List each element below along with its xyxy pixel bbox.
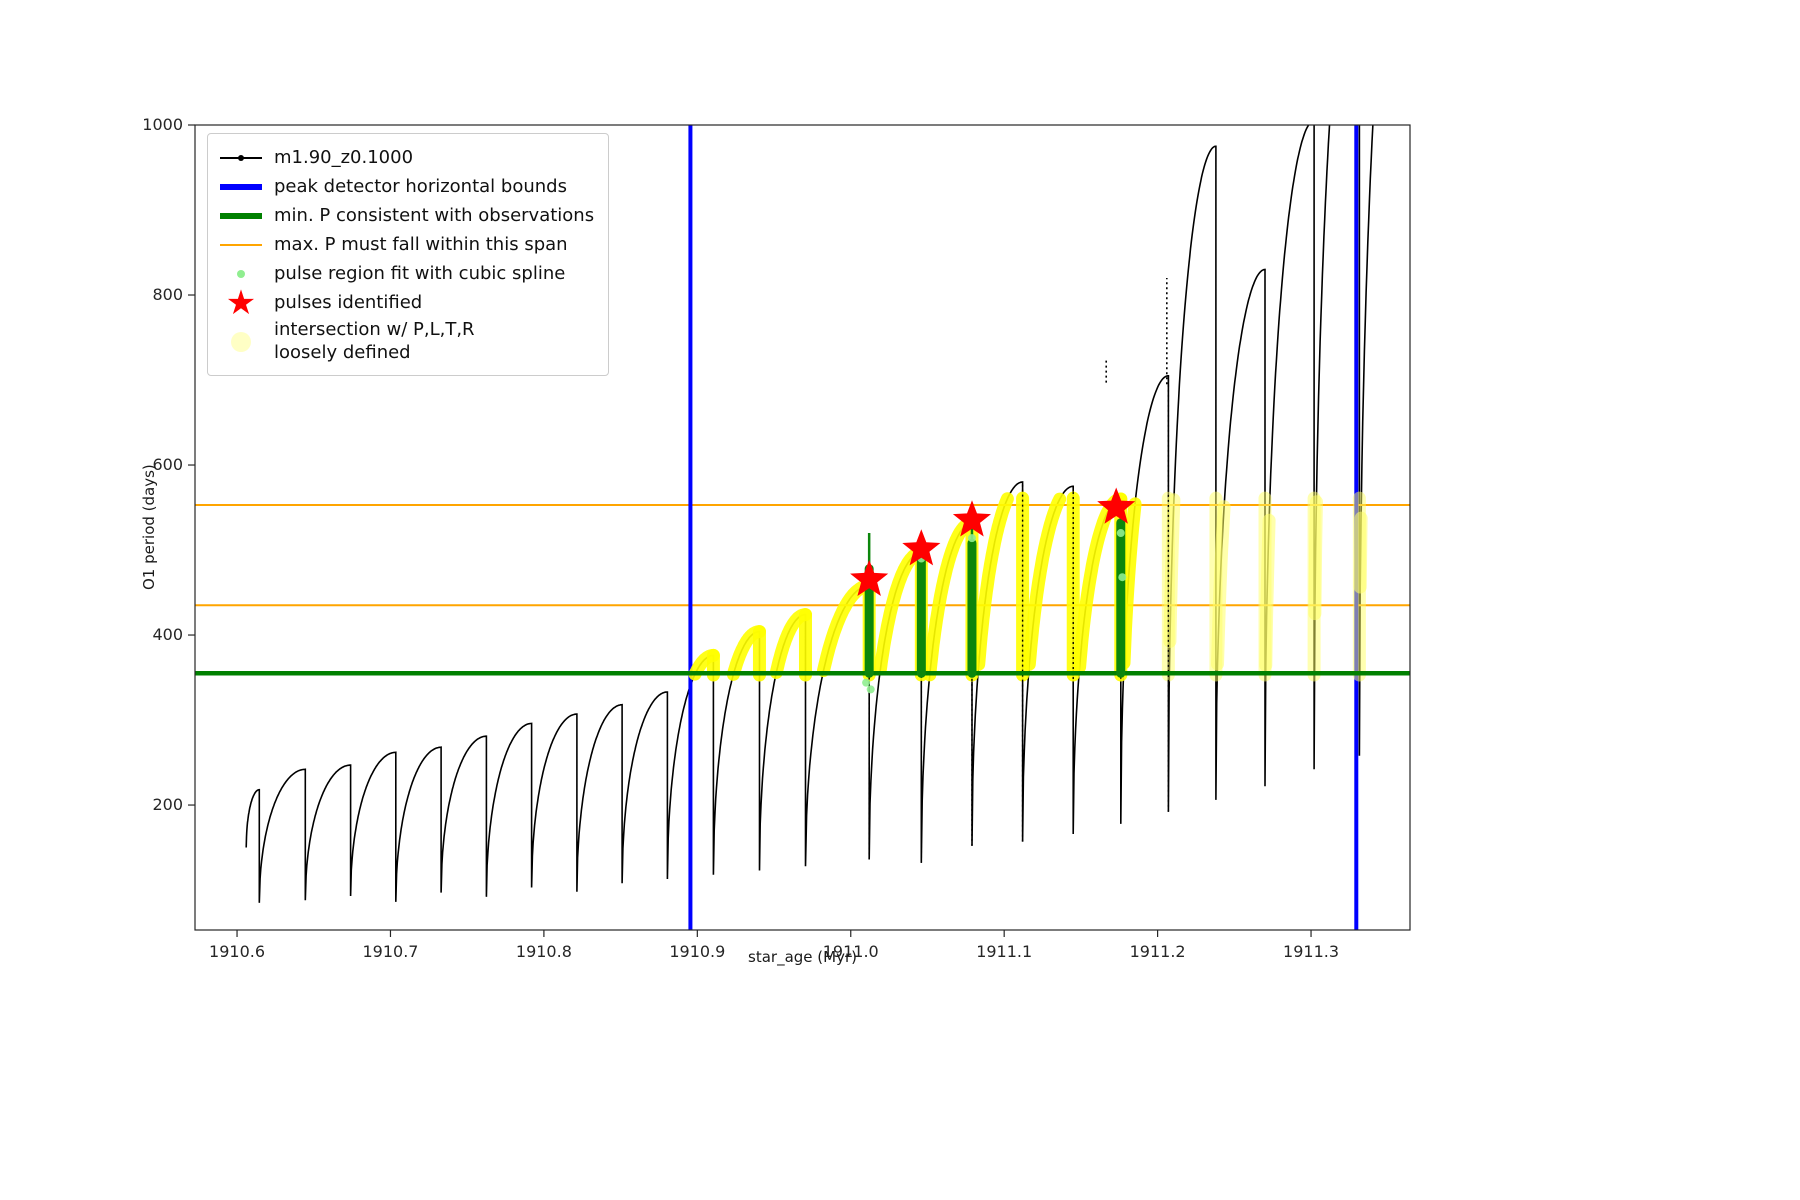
legend-thick-line-icon	[218, 184, 264, 190]
x-tick-label: 1911.3	[1283, 942, 1339, 961]
intersection-band	[1163, 493, 1181, 648]
legend-entry: min. P consistent with observations	[218, 203, 594, 229]
x-tick-label: 1910.6	[209, 942, 265, 961]
x-tick-label: 1911.0	[823, 942, 879, 961]
legend-entry: ★ pulses identified	[218, 283, 594, 323]
legend-big-dot-icon	[218, 331, 264, 352]
legend-label: intersection w/ P,L,T,R loosely defined	[274, 319, 475, 363]
legend-small-dot-icon	[218, 270, 264, 278]
intersection-band	[1022, 492, 1067, 671]
legend-entry: intersection w/ P,L,T,R loosely defined	[218, 319, 594, 364]
x-tick-label: 1911.2	[1130, 942, 1186, 961]
spline-point	[1118, 573, 1127, 582]
legend-entry: m1.90_z0.1000	[218, 145, 594, 171]
intersection-band	[817, 579, 876, 678]
pulse-star	[952, 500, 991, 537]
intersection-band	[1308, 495, 1323, 621]
legend-label: min. P consistent with observations	[274, 204, 595, 226]
legend-entry: pulse region fit with cubic spline	[218, 261, 594, 287]
legend-line-dot-icon	[218, 155, 264, 161]
y-tick-label: 400	[152, 625, 183, 644]
intersection-band	[972, 492, 1014, 671]
x-tick-label: 1910.9	[669, 942, 725, 961]
intersection-band	[1259, 513, 1276, 672]
legend-entry: peak detector horizontal bounds	[218, 174, 594, 200]
legend-label: pulse region fit with cubic spline	[274, 262, 566, 284]
legend-thick-line-icon	[218, 213, 264, 219]
legend-label: peak detector horizontal bounds	[274, 175, 567, 197]
y-tick-label: 600	[152, 455, 183, 474]
axes-frame	[194, 124, 1411, 931]
spline-point	[967, 534, 976, 543]
legend-thin-line-icon	[218, 244, 264, 246]
pulse-star	[1097, 487, 1136, 524]
pulse-star	[850, 559, 889, 596]
legend-star-icon: ★	[225, 283, 257, 323]
y-tick-label: 1000	[142, 115, 183, 134]
spline-point	[1116, 529, 1125, 538]
legend-label: pulses identified	[274, 291, 423, 313]
x-axis-label: star_age (Myr)	[748, 948, 857, 966]
legend-entry: max. P must fall within this span	[218, 232, 594, 258]
intersection-band	[1353, 511, 1368, 594]
plot-layers	[195, 125, 1410, 930]
legend-label: m1.90_z0.1000	[274, 146, 414, 168]
y-axis-label: O1 period (days)	[140, 464, 158, 591]
intersection-band	[1117, 497, 1142, 670]
x-tick-label: 1910.8	[516, 942, 572, 961]
pulse-star	[902, 529, 941, 566]
x-tick-label: 1910.7	[362, 942, 418, 961]
y-tick-label: 800	[152, 285, 183, 304]
y-tick-label: 200	[152, 795, 183, 814]
intersection-band	[1211, 500, 1231, 671]
spline-point	[866, 685, 875, 694]
legend-label: max. P must fall within this span	[274, 233, 568, 255]
spline-point	[862, 678, 871, 687]
x-tick-label: 1911.1	[976, 942, 1032, 961]
